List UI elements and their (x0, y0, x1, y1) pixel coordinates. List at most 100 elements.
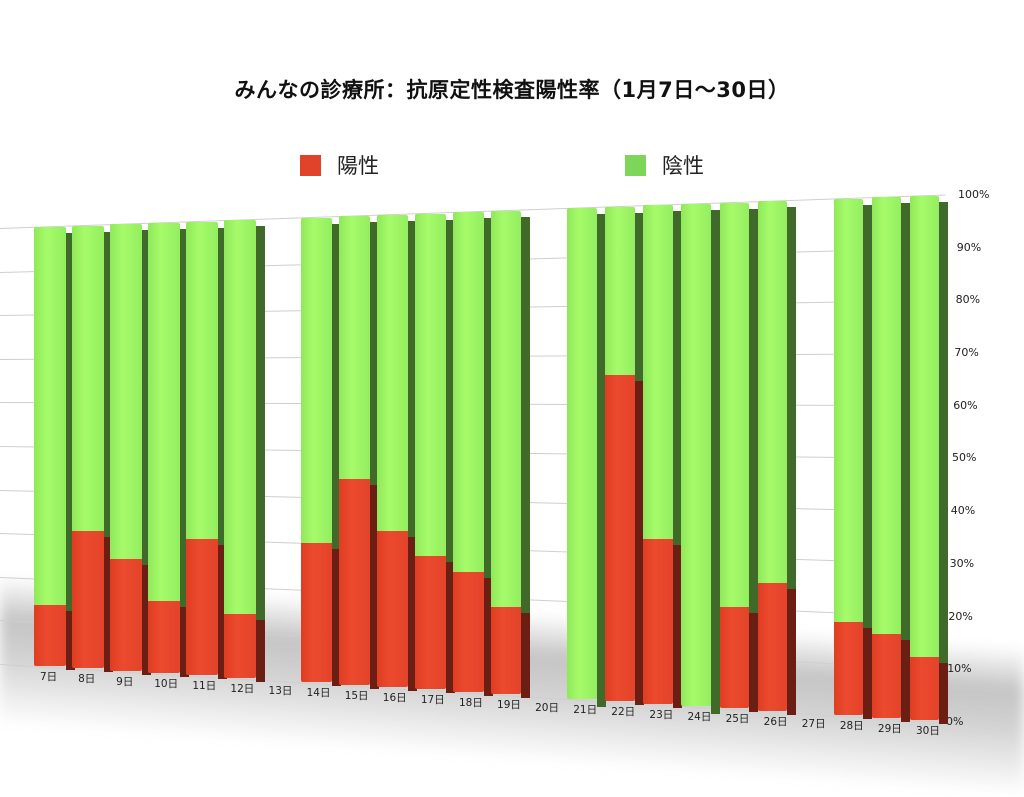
x-tick-label: 18日 (458, 696, 483, 709)
bar-side-positive (103, 537, 113, 673)
bar-front (491, 210, 522, 695)
bar-side-positive (673, 545, 683, 708)
x-tick-label: 24日 (687, 710, 712, 723)
bar-side-negative (407, 220, 417, 540)
bar-side-negative (939, 202, 948, 666)
y-tick-label: 0% (946, 715, 964, 729)
bar-segment-positive (757, 583, 788, 711)
bar-side (369, 222, 379, 689)
bar-side (331, 223, 341, 687)
bar-side (901, 203, 911, 722)
bar-9日 (110, 224, 151, 675)
bar-segment-positive (910, 657, 939, 720)
y-tick-label: 50% (952, 451, 977, 465)
bar-segment-negative (681, 204, 712, 706)
bar-segment-negative (719, 202, 750, 608)
bar-side-negative (711, 210, 721, 714)
bar-side (673, 211, 683, 708)
bar-segment-positive (338, 478, 370, 685)
bar-22日 (605, 206, 645, 706)
y-tick-label: 90% (956, 240, 982, 254)
bar-side-negative (673, 211, 683, 548)
legend-swatch-positive (300, 154, 321, 176)
bar-segment-negative (643, 205, 674, 540)
bar-segment-negative (376, 214, 408, 532)
x-tick-label: 9日 (116, 675, 134, 688)
bar-side (711, 210, 721, 714)
bar-23日 (643, 205, 683, 708)
bar-segment-negative (224, 220, 256, 614)
bar-segment-positive (148, 601, 180, 674)
x-tick-label: 8日 (78, 673, 96, 686)
bar-side (217, 227, 227, 680)
bar-segment-negative (910, 196, 939, 658)
bar-side-positive (939, 663, 948, 724)
bar-segment-negative (300, 217, 332, 543)
bar-19日 (491, 210, 531, 699)
bar-side-negative (787, 207, 797, 592)
bar-side-negative (141, 230, 151, 568)
bar-segment-negative (110, 224, 142, 560)
bar-front (681, 204, 712, 706)
bar-side (141, 230, 151, 675)
bar-side-negative (179, 228, 189, 610)
bar-side-negative (369, 222, 379, 487)
bar-17日 (414, 213, 455, 694)
bar-front (719, 202, 750, 709)
bar-side (635, 212, 645, 706)
y-tick-label: 80% (955, 293, 981, 307)
bar-front (34, 227, 66, 666)
bar-segment-negative (567, 208, 598, 699)
bar-side-negative (597, 214, 607, 707)
y-tick-label: 30% (949, 556, 975, 570)
bar-segment-negative (452, 212, 484, 572)
y-tick-label: 100% (958, 187, 990, 201)
bar-side (939, 202, 948, 724)
bar-front (567, 208, 598, 699)
bar-side-positive (407, 537, 417, 692)
x-tick-label: 13日 (268, 685, 293, 698)
bar-side-positive (635, 380, 645, 706)
x-tick-label: 23日 (649, 708, 674, 721)
bar-side-positive (483, 577, 493, 696)
bar-side-positive (66, 610, 75, 670)
bar-front (300, 217, 332, 683)
bar-8日 (72, 225, 113, 673)
bar-side-negative (521, 216, 531, 616)
bar-front (338, 216, 370, 685)
bar-side-negative (445, 219, 455, 565)
bar-12日 (224, 220, 265, 682)
bar-front (605, 206, 636, 702)
x-tick-label: 25日 (725, 713, 750, 726)
bar-side-positive (217, 545, 227, 680)
x-tick-label: 28日 (839, 720, 864, 733)
x-tick-label: 29日 (877, 722, 902, 735)
bar-side-positive (141, 565, 151, 675)
x-tick-label: 7日 (40, 671, 58, 683)
bar-side (863, 204, 873, 720)
bar-18日 (452, 212, 493, 696)
bar-side-positive (749, 613, 759, 713)
bar-segment-positive (72, 531, 104, 669)
bar-segment-positive (110, 559, 142, 671)
bar-side-positive (331, 548, 341, 687)
x-tick-label: 16日 (382, 692, 407, 705)
bar-segment-positive (871, 634, 902, 718)
bar-side (521, 216, 531, 699)
bar-front (110, 224, 142, 671)
bar-28日 (833, 198, 873, 720)
bar-segment-positive (376, 531, 408, 688)
bar-side-negative (749, 208, 759, 616)
x-tick-label: 15日 (344, 689, 369, 702)
bar-26日 (757, 201, 797, 715)
bar-side-negative (331, 223, 341, 551)
bar-front (871, 197, 902, 718)
bar-segment-positive (414, 556, 446, 690)
y-tick-label: 60% (953, 398, 978, 412)
bar-side-positive (787, 589, 797, 715)
bar-21日 (567, 208, 607, 707)
x-tick-label: 12日 (230, 682, 255, 695)
bar-11日 (186, 221, 227, 680)
bar-side-negative (635, 212, 645, 383)
bar-side (749, 208, 759, 713)
